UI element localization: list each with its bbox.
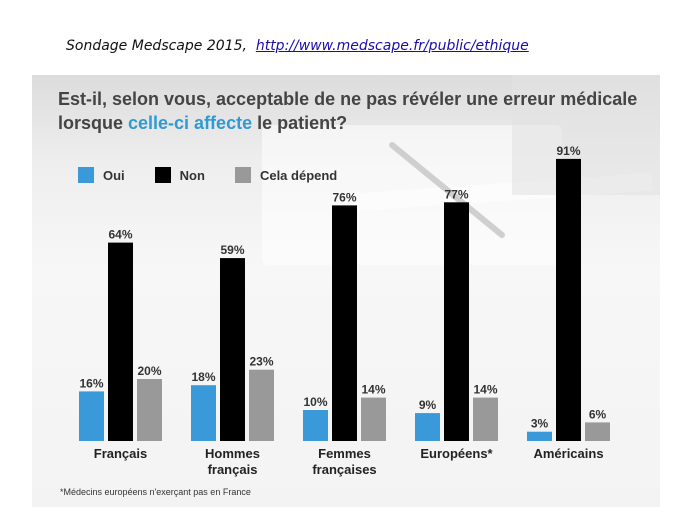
bar-oui-2 <box>303 410 328 441</box>
bar-value-label-oui-3: 9% <box>419 398 437 412</box>
bar-value-label-oui-2: 10% <box>303 395 327 409</box>
bar-oui-3 <box>415 413 440 441</box>
bar-value-label-depend-3: 14% <box>473 383 497 397</box>
bar-value-label-oui-4: 3% <box>531 417 549 431</box>
source-link[interactable]: http://www.medscape.fr/public/ethique <box>255 38 529 54</box>
question-text-before: lorsque <box>58 113 129 133</box>
bar-depend-0 <box>137 379 162 441</box>
question-line-1: Est-il, selon vous, acceptable de ne pas… <box>58 89 638 109</box>
legend-item-depend: Cela dépend <box>234 167 338 183</box>
legend-swatch-oui <box>78 167 94 183</box>
bar-value-label-non-0: 64% <box>108 228 132 242</box>
footnote: *Médecins européens n'exerçant pas en Fr… <box>60 487 251 497</box>
category-label-2-line2: françaises <box>312 462 376 477</box>
legend-label-depend: Cela dépend <box>259 167 338 183</box>
legend-item-non: Non <box>154 167 205 183</box>
bar-depend-4 <box>585 422 610 441</box>
bar-depend-2 <box>361 397 386 441</box>
legend-label-oui: Oui <box>103 167 125 183</box>
bar-value-label-oui-0: 16% <box>79 376 103 390</box>
bar-non-0 <box>108 242 133 441</box>
bar-value-label-depend-4: 6% <box>589 407 607 421</box>
question-highlight: celle-ci affecte <box>128 113 253 133</box>
category-label-3: Européens* <box>420 446 493 461</box>
bar-value-label-non-1: 59% <box>220 243 244 257</box>
source-prefix: Sondage Medscape 2015, <box>66 38 247 54</box>
category-label-1: Hommes <box>205 446 260 461</box>
category-label-2: Femmes <box>318 446 371 461</box>
bar-value-label-depend-2: 14% <box>361 383 385 397</box>
chart-legend: Oui Non Cela dépend <box>78 167 367 183</box>
bar-value-label-non-3: 77% <box>444 187 468 201</box>
bar-value-label-oui-1: 18% <box>191 370 215 384</box>
survey-question: Est-il, selon vous, acceptable de ne pas… <box>58 87 658 135</box>
bar-non-3 <box>444 202 469 441</box>
bar-depend-1 <box>249 369 274 441</box>
chart-panel: Est-il, selon vous, acceptable de ne pas… <box>32 75 660 507</box>
bar-non-4 <box>556 158 581 441</box>
bar-value-label-depend-0: 20% <box>137 364 161 378</box>
bar-value-label-non-4: 91% <box>556 144 580 158</box>
question-text-after: le patient? <box>252 113 348 133</box>
bar-oui-4 <box>527 431 552 441</box>
category-label-0: Français <box>94 446 147 461</box>
bar-non-1 <box>220 258 245 441</box>
bar-value-label-depend-1: 23% <box>249 355 273 369</box>
source-line: Sondage Medscape 2015, http://www.medsca… <box>66 38 529 54</box>
bar-value-label-non-2: 76% <box>332 190 356 204</box>
bar-depend-3 <box>473 397 498 441</box>
bar-chart: 16%64%20%Français18%59%23%Hommesfrançais… <box>79 144 610 477</box>
bar-non-2 <box>332 205 357 441</box>
bar-oui-1 <box>191 385 216 441</box>
question-line-2: lorsque celle-ci affecte le patient? <box>58 111 658 135</box>
legend-item-oui: Oui <box>78 167 125 183</box>
legend-swatch-non <box>154 167 171 183</box>
category-label-4: Américains <box>533 446 603 461</box>
bar-oui-0 <box>79 391 104 441</box>
legend-swatch-depend <box>234 167 251 183</box>
legend-label-non: Non <box>179 167 205 183</box>
category-label-1-line2: français <box>208 462 258 477</box>
